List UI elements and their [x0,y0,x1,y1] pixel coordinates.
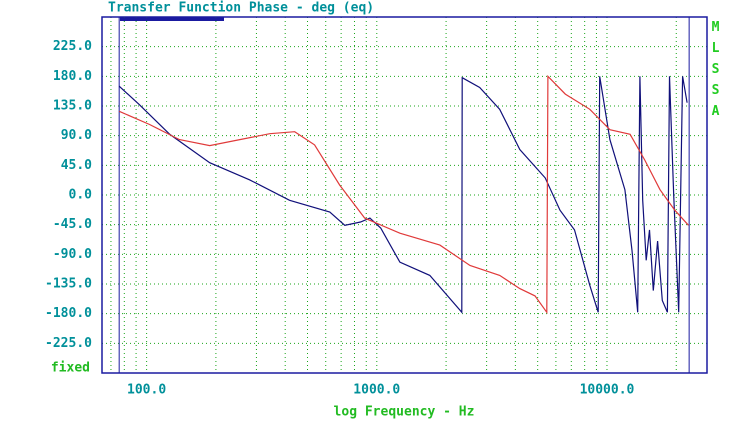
y-tick-label: 90.0 [61,128,92,143]
x-axis-label: log Frequency - Hz [334,405,475,420]
y-tick-label: -45.0 [53,217,92,232]
y-tick-label: 225.0 [53,39,92,54]
x-tick-label: 1000.0 [353,383,400,398]
y-tick-label: -90.0 [53,247,92,262]
x-tick-label: 100.0 [127,383,166,398]
mode-label: fixed [51,361,90,376]
x-tick-label: 10000.0 [580,383,635,398]
y-tick-label: -135.0 [45,277,92,292]
brand: MLSSA [708,20,723,125]
scroll-bar [120,17,224,21]
y-tick-label: 0.0 [69,188,93,203]
y-tick-label: -180.0 [45,306,92,321]
y-tick-label: 135.0 [53,99,92,114]
y-tick-label: 45.0 [61,158,92,173]
plot-frame [101,16,708,374]
phase-line [118,74,689,315]
chart-title: Transfer Function Phase - deg (eq) [108,1,374,16]
y-tick-label: 180.0 [53,69,92,84]
y-tick-label: -225.0 [45,336,92,351]
phase-line [118,76,688,314]
